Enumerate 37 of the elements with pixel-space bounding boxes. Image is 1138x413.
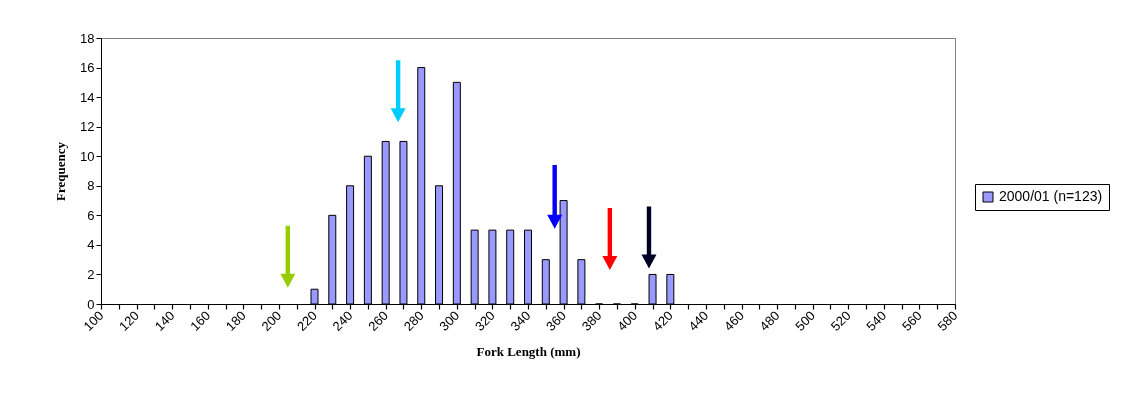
x-tick-label: 140: [151, 307, 178, 334]
x-tick-label: 400: [614, 307, 641, 334]
x-axis-title: Fork Length (mm): [476, 343, 581, 359]
y-tick-label: 4: [87, 237, 95, 253]
y-tick-label: 16: [80, 60, 95, 76]
x-tick-label: 580: [934, 307, 961, 334]
y-tick-label: 6: [87, 207, 95, 223]
x-tick-label: 220: [294, 307, 320, 334]
x-tick-label: 500: [792, 307, 819, 334]
x-tick-label: 440: [685, 307, 712, 334]
x-tick-label: 320: [471, 307, 498, 334]
y-tick-label: 2: [87, 266, 95, 282]
x-tick-label: 180: [222, 307, 249, 334]
x-tick-label: 520: [827, 307, 854, 334]
y-tick-label: 10: [80, 148, 95, 164]
x-tick-label: 560: [898, 307, 925, 334]
x-tick-label: 420: [649, 307, 676, 334]
y-tick-label: 12: [80, 119, 95, 135]
y-tick-label: 0: [87, 296, 95, 312]
legend-label: 2000/01 (n=123): [999, 188, 1103, 204]
y-tick-label: 18: [80, 30, 95, 46]
x-tick-label: 300: [436, 307, 463, 334]
x-tick-label: 360: [543, 307, 570, 334]
x-tick-label: 480: [756, 307, 783, 334]
x-tick-label: 260: [365, 307, 392, 334]
x-tick-label: 280: [400, 307, 427, 334]
x-tick-label: 240: [329, 307, 356, 334]
y-axis-title: Frequency: [53, 141, 69, 201]
x-tick-label: 540: [863, 307, 890, 334]
x-tick-label: 120: [116, 307, 143, 334]
x-tick-label: 340: [507, 307, 534, 334]
x-tick-label: 460: [721, 307, 747, 334]
x-tick-label: 200: [258, 307, 285, 334]
x-tick-label: 160: [187, 307, 214, 334]
y-tick-label: 14: [80, 89, 95, 105]
x-tick-label: 380: [578, 307, 605, 334]
y-tick-label: 8: [87, 178, 95, 194]
